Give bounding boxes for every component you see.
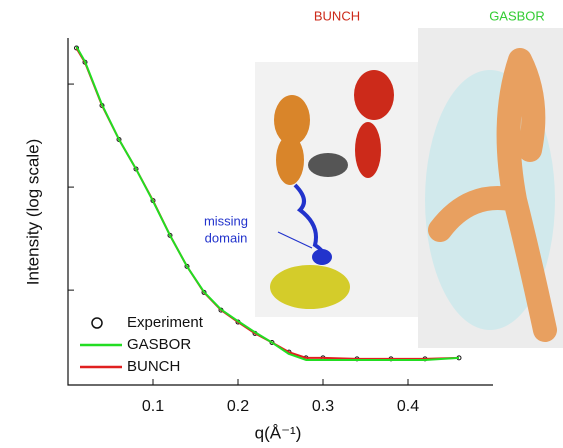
legend-marker [92, 318, 102, 328]
x-tick-label: 0.2 [227, 398, 249, 415]
domain-red [355, 122, 381, 178]
annotation: GASBOR [489, 8, 545, 23]
annotation: missing [204, 213, 248, 228]
annotation: BUNCH [314, 8, 360, 23]
domain-gray [308, 153, 348, 177]
domain-red [354, 70, 394, 120]
domain-orange [276, 135, 304, 185]
legend-label: GASBOR [127, 336, 191, 353]
x-tick-label: 0.3 [312, 398, 334, 415]
missing-domain-blob [312, 249, 332, 265]
legend-label: Experiment [127, 314, 204, 331]
x-axis-label: q(Å⁻¹) [255, 423, 302, 442]
domain-yellow [270, 265, 350, 309]
structure-images [255, 28, 563, 348]
x-tick-label: 0.4 [397, 398, 419, 415]
legend-label: BUNCH [127, 358, 180, 375]
x-tick-label: 0.1 [142, 398, 164, 415]
y-axis-label: Intensity (log scale) [23, 139, 42, 285]
page: BUNCH GASBOR missing domain Intensity (l… [0, 0, 563, 448]
annotation: domain [205, 230, 248, 245]
chart: BUNCH GASBOR missing domain Intensity (l… [0, 0, 563, 448]
